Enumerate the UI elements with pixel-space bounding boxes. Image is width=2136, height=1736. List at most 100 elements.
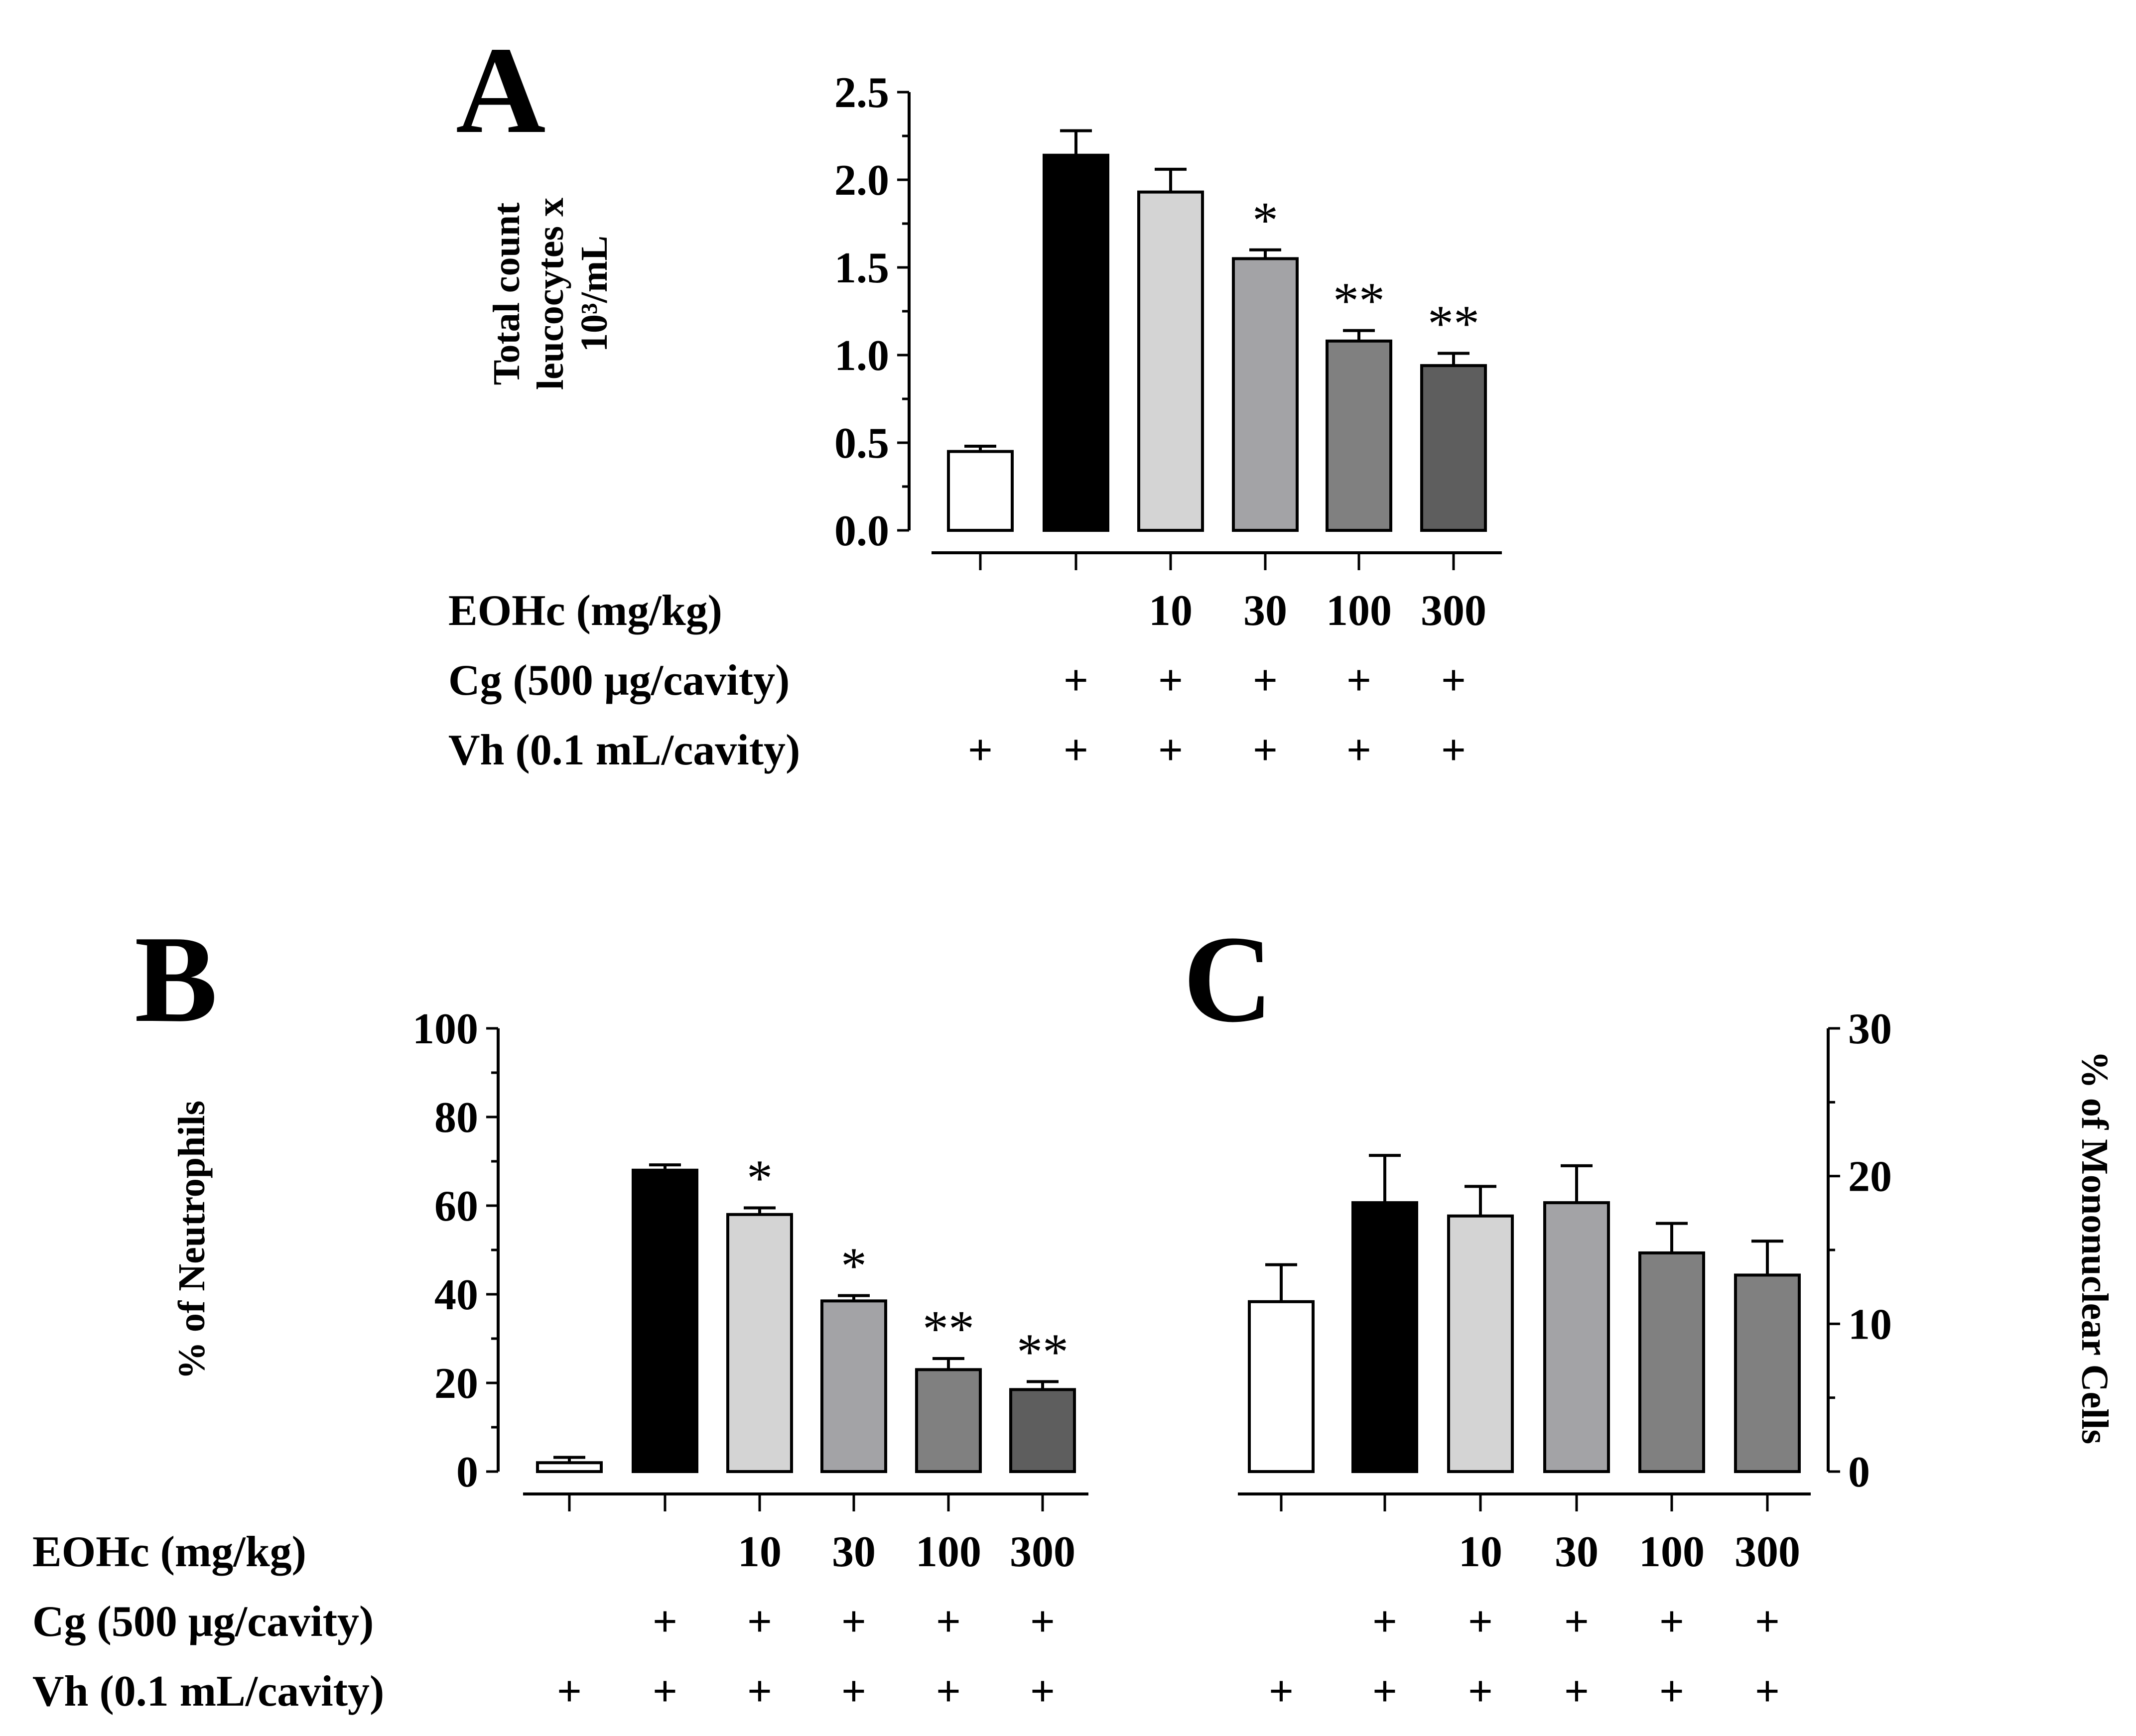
treatment-cell: + [841, 1667, 866, 1716]
y-tick-label: 20 [1848, 1153, 1892, 1201]
treatment-cell: + [1346, 726, 1371, 774]
bar [1734, 1273, 1801, 1474]
y-tick-label: 80 [434, 1094, 478, 1142]
y-axis-label-a: Total count leucocytes x 10³/mL [486, 198, 615, 390]
treatment-cell: + [747, 1667, 772, 1716]
significance-marker: ** [1333, 272, 1385, 330]
y-tick-label: 1.0 [834, 332, 889, 380]
treatment-cell: + [1158, 656, 1183, 705]
bar [1043, 153, 1109, 532]
bar [947, 450, 1014, 532]
treatment-cell: + [1755, 1667, 1780, 1716]
treatment-cell: + [1468, 1667, 1493, 1716]
treatment-cell: + [936, 1667, 961, 1716]
treatment-row-label: EOHc (mg/kg) [32, 1528, 306, 1576]
treatment-cell: + [1659, 1667, 1684, 1716]
bar [820, 1299, 887, 1474]
treatment-cell: 10 [1459, 1528, 1502, 1576]
bar [726, 1213, 793, 1474]
chart-panel-c: % of Mononuclear Cells 0 10 20 30 10 30 100 30… [1238, 1005, 2116, 1716]
y-tick-label: 2.0 [834, 156, 889, 205]
y-tick-label: 20 [434, 1360, 478, 1408]
treatment-table-c: 10 30 100 300 + + + + + + + + + + + [1269, 1528, 1800, 1716]
bar [1447, 1214, 1514, 1473]
significance-marker: * [841, 1238, 867, 1295]
bars-c [1248, 1154, 1801, 1474]
treatment-cell: + [1030, 1598, 1055, 1646]
treatment-cell: + [557, 1667, 582, 1716]
bar [632, 1168, 698, 1474]
y-tick-label: 1.5 [834, 244, 889, 292]
y-ticks-b: 0 20 40 60 80 100 [412, 1005, 498, 1496]
significance-marker: ** [1428, 295, 1479, 352]
treatment-cell: 30 [832, 1528, 876, 1576]
chart-panel-a: Total count leucocytes x 10³/mL 0.0 0.5 1.… [448, 69, 1502, 774]
treatment-cell: 100 [916, 1528, 981, 1576]
treatment-cell: + [1755, 1598, 1780, 1646]
bar [1137, 190, 1204, 532]
y-ticks-c: 0 10 20 30 [1828, 1005, 1892, 1496]
treatment-cell: + [1346, 656, 1371, 705]
y-tick-label: 0 [1848, 1448, 1870, 1496]
treatment-cell: + [1064, 726, 1088, 774]
x-ticks-c [1280, 1494, 1769, 1511]
treatment-row-label: Vh (0.1 mL/cavity) [448, 726, 800, 774]
bar [1420, 364, 1487, 532]
y-axis-label-c: % of Mononuclear Cells [2074, 1051, 2116, 1444]
treatment-cell: + [653, 1598, 677, 1646]
panel-letter-a: A [456, 21, 546, 159]
treatment-cell: + [1158, 726, 1183, 774]
y-axis-label-b: % of Neutrophils [171, 1101, 213, 1379]
treatment-cell: + [1030, 1667, 1055, 1716]
treatment-cell: + [1372, 1598, 1397, 1646]
bar [1232, 257, 1299, 532]
bars-a: *** ** [947, 129, 1487, 532]
y-tick-label: 10 [1848, 1300, 1892, 1349]
treatment-cell: + [841, 1598, 866, 1646]
treatment-cell: + [1441, 726, 1466, 774]
y-tick-label: 0 [456, 1448, 478, 1496]
significance-marker: ** [1017, 1323, 1068, 1380]
significance-marker: ** [923, 1300, 974, 1358]
treatment-cell: + [1269, 1667, 1294, 1716]
treatment-cell: + [747, 1598, 772, 1646]
treatment-table-a: EOHc (mg/kg) 10 30 100 300 Cg (500 μg/cavity)… [448, 587, 1486, 774]
bar [1543, 1201, 1610, 1473]
y-tick-label: 0.0 [834, 507, 889, 555]
treatment-cell: + [1064, 656, 1088, 705]
significance-marker: * [1252, 192, 1278, 249]
significance-marker: * [747, 1149, 773, 1207]
y-tick-label: 30 [1848, 1005, 1892, 1053]
x-ticks-b [568, 1494, 1044, 1511]
treatment-cell: 100 [1639, 1528, 1705, 1576]
y-tick-label: 60 [434, 1182, 478, 1231]
treatment-cell: 300 [1735, 1528, 1800, 1576]
y-tick-label: 100 [412, 1005, 478, 1053]
treatment-cell: + [1564, 1667, 1589, 1716]
treatment-cell: + [1659, 1598, 1684, 1646]
y-axis-label-line-2: leucocytes x [530, 198, 571, 390]
treatment-cell: + [1372, 1667, 1397, 1716]
y-tick-label: 2.5 [834, 69, 889, 117]
treatment-cell: 100 [1326, 587, 1392, 635]
treatment-cell: + [1564, 1598, 1589, 1646]
bar [1638, 1251, 1705, 1474]
x-ticks-a [979, 553, 1455, 570]
treatment-row-label: Cg (500 μg/cavity) [448, 656, 790, 705]
treatment-cell: + [653, 1667, 677, 1716]
bar [1009, 1388, 1076, 1474]
panel-letter-b: B [134, 910, 218, 1048]
bar [1326, 339, 1392, 532]
treatment-cell: + [1253, 726, 1278, 774]
bar [915, 1368, 982, 1474]
treatment-cell: 10 [1149, 587, 1193, 635]
treatment-cell: 300 [1010, 1528, 1075, 1576]
y-ticks-a: 0.0 0.5 1.0 1.5 2.0 2.5 [834, 69, 909, 555]
bar [1351, 1201, 1418, 1473]
treatment-table-b: EOHc (mg/kg) 10 30 100 300 Cg (500 μg/cavity)… [32, 1528, 1075, 1716]
treatment-cell: 10 [738, 1528, 782, 1576]
treatment-cell: + [1468, 1598, 1493, 1646]
treatment-cell: + [1441, 656, 1466, 705]
